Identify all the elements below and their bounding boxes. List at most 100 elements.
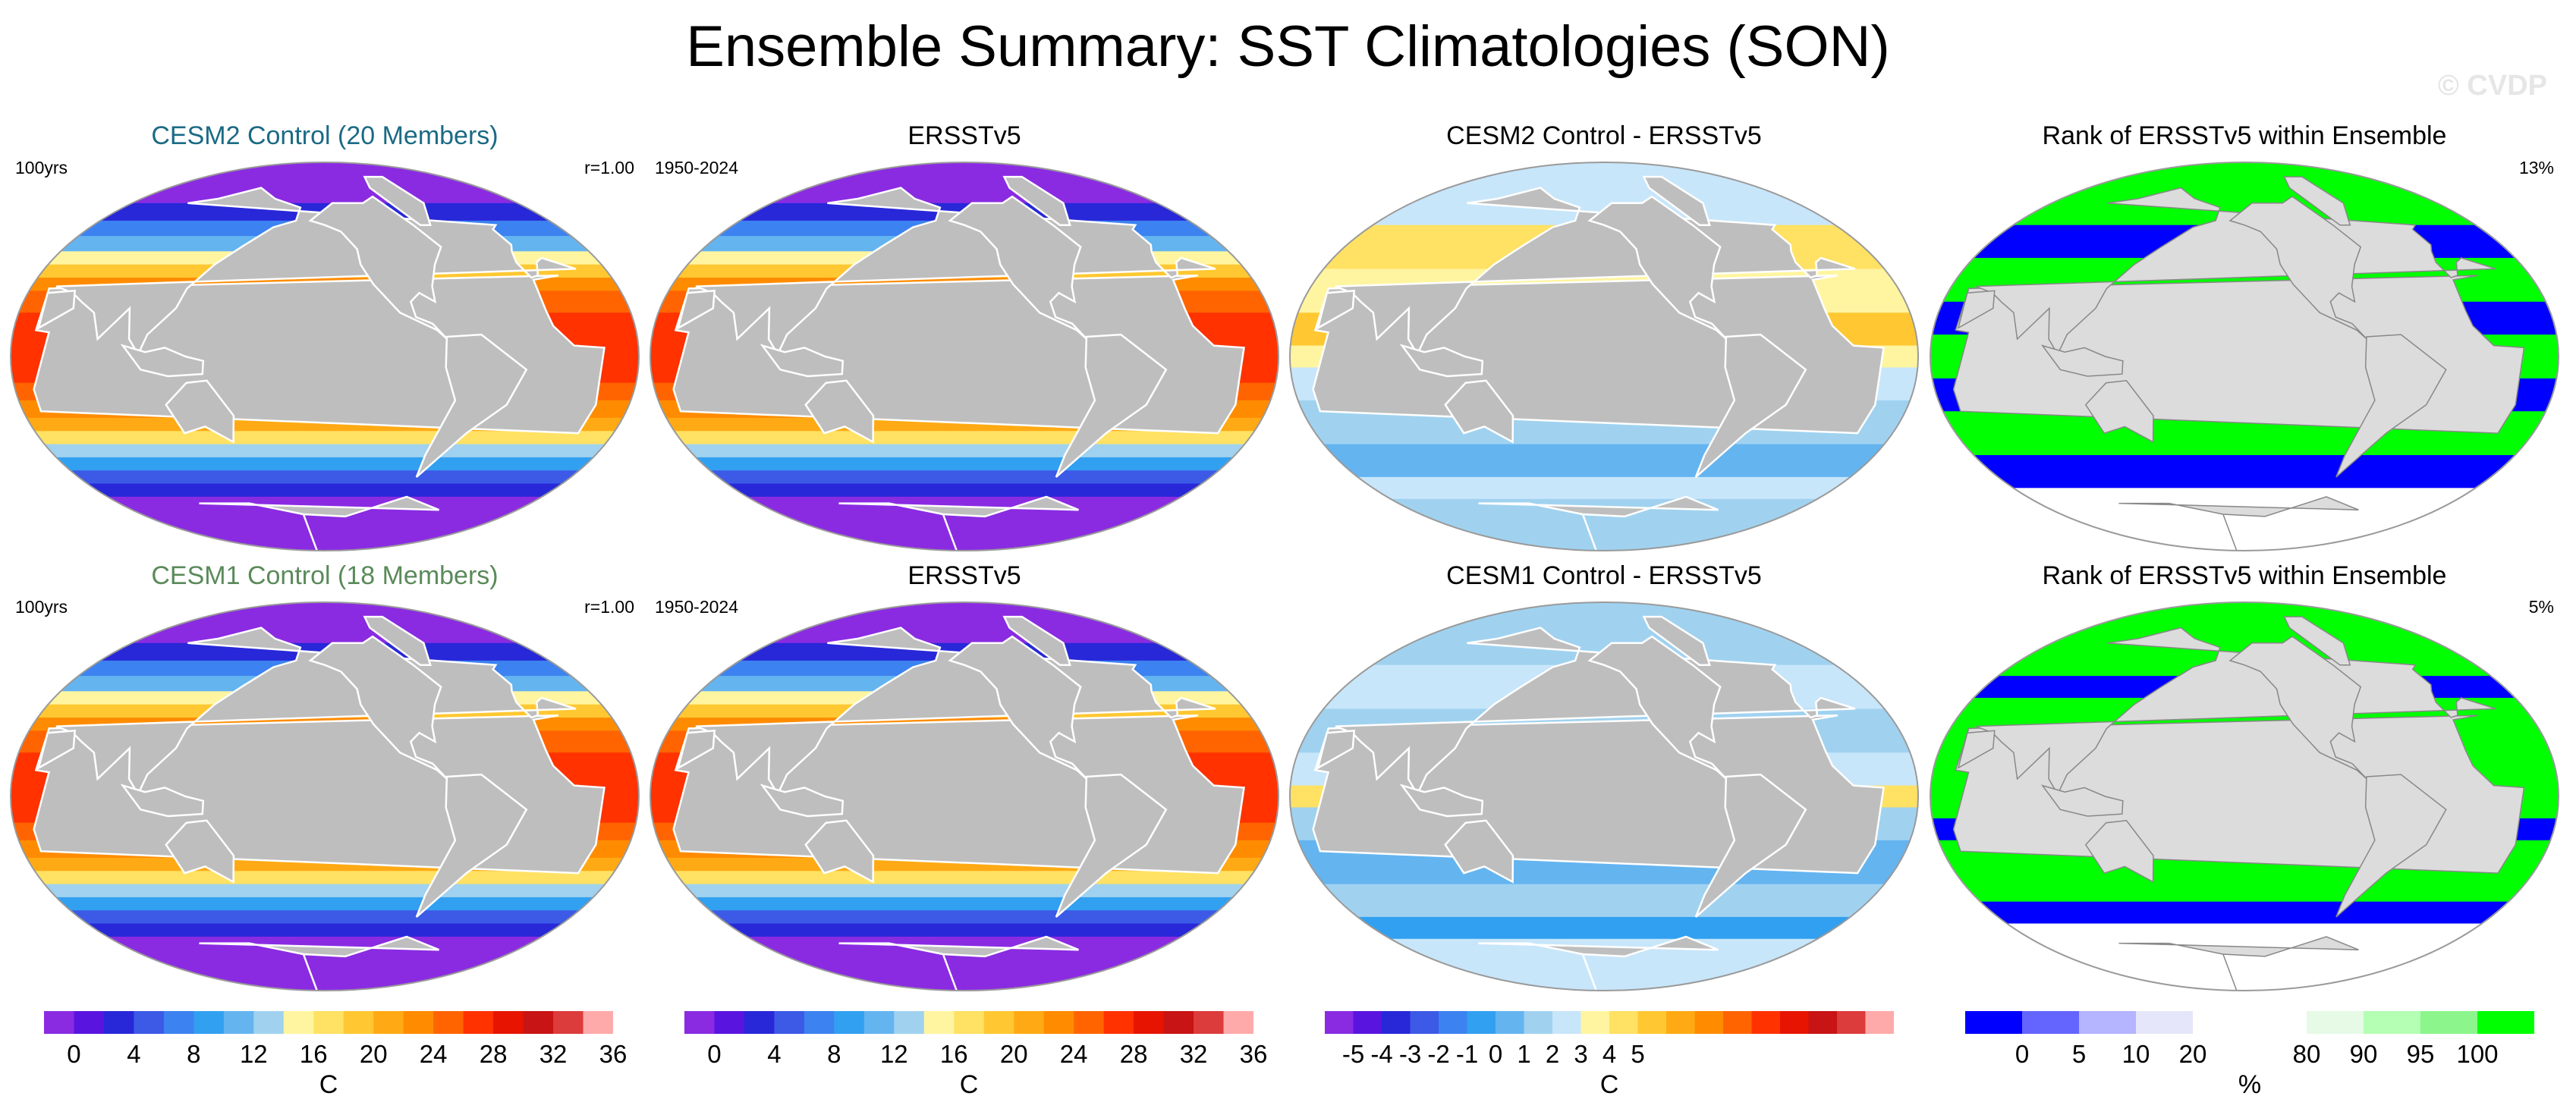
colorbar-swatch: [1467, 1011, 1496, 1034]
map-svg: [650, 162, 1279, 551]
map-outline: [10, 162, 640, 551]
colorbar-swatch: [223, 1011, 254, 1034]
colorbar-swatch: [2420, 1011, 2478, 1034]
panel-title: Rank of ERSSTv5 within Ensemble: [2042, 561, 2447, 590]
colorbar-swatch: [553, 1011, 584, 1034]
colorbar-unit: C: [959, 1070, 979, 1099]
colorbar-svg: [1965, 1011, 2535, 1034]
land-antarctica: [838, 935, 1079, 991]
colorbar-tick-label: 10: [2122, 1040, 2150, 1068]
colorbar-swatch: [2364, 1011, 2421, 1034]
colorbar-swatch: [1552, 1011, 1581, 1034]
land-n_america: [2228, 196, 2367, 340]
colorbar-tick-label: 12: [239, 1040, 268, 1068]
colorbar-tick-label: 32: [539, 1040, 568, 1068]
land-greenland: [1642, 615, 1711, 666]
colorbar-swatch: [1694, 1011, 1724, 1034]
page-title: Ensemble Summary: SST Climatologies (SON…: [686, 14, 1890, 79]
land-arabia: [1316, 729, 1356, 770]
colorbar-unit: C: [319, 1070, 338, 1099]
land-eurasia: [1975, 627, 2496, 796]
land-indonesia: [760, 784, 845, 818]
land-n_america: [1587, 635, 1728, 780]
land-greenland: [363, 615, 432, 666]
colorbar-svg: [44, 1011, 614, 1034]
colorbar-swatch: [2250, 1011, 2307, 1034]
map-svg: [1289, 162, 1919, 551]
colorbar-swatch: [1965, 1011, 2023, 1034]
panel-period-label: 100yrs: [15, 597, 68, 617]
field-band: [11, 910, 639, 925]
colorbar-swatch: [1074, 1011, 1105, 1034]
colorbar-tick-label: 20: [999, 1040, 1028, 1068]
colorbar-swatch: [714, 1011, 745, 1034]
land-eurasia: [55, 627, 577, 796]
panel-title: CESM1 Control (18 Members): [151, 561, 499, 590]
field-band: [11, 457, 639, 472]
colorbar-tick-label: 80: [2292, 1040, 2321, 1068]
map-panel-r2-c4: [1927, 599, 2562, 994]
map-panel-r1-c3: [1287, 159, 1921, 554]
colorbar-tick-label: 24: [1059, 1040, 1088, 1068]
field-band: [650, 483, 1279, 498]
map-outline: [10, 601, 640, 991]
field-band: [1290, 444, 1918, 478]
field-band: [11, 923, 639, 938]
colorbar-tick-label: -3: [1398, 1040, 1422, 1068]
colorbar-swatch: [1439, 1011, 1467, 1034]
land-eurasia: [1335, 627, 1856, 796]
land-greenland: [2283, 616, 2351, 666]
land-indonesia: [760, 344, 845, 378]
panel-title: Rank of ERSSTv5 within Ensemble: [2042, 121, 2447, 150]
land-eurasia: [695, 627, 1216, 796]
land-eurasia: [55, 187, 577, 356]
panel-period-label: 1950-2024: [655, 158, 738, 177]
colorbar-swatch: [774, 1011, 805, 1034]
panel-title: CESM2 Control - ERSSTv5: [1446, 121, 1762, 150]
colorbar-tick-label: -5: [1341, 1040, 1365, 1068]
colorbar-swatch: [1581, 1011, 1610, 1034]
colorbar-swatch: [1134, 1011, 1165, 1034]
colorbar-swatch: [313, 1011, 344, 1034]
colorbar-swatch: [283, 1011, 314, 1034]
colorbar-unit: %: [2238, 1070, 2262, 1099]
field-band: [11, 483, 639, 498]
colorbar-tick-label: 20: [2178, 1040, 2207, 1068]
colorbar-swatch: [193, 1011, 225, 1034]
colorbar-tick-label: 100: [2456, 1040, 2499, 1068]
map-svg: [650, 601, 1279, 991]
colorbar-tick-label: 12: [879, 1040, 908, 1068]
map-panel-r1-c1: [8, 159, 642, 554]
colorbar-tick-label: 36: [599, 1040, 627, 1068]
land-s_america: [1694, 773, 1807, 918]
map-outline: [1930, 162, 2559, 551]
colorbar-swatch: [923, 1011, 955, 1034]
colorbar-3: [1325, 1011, 1895, 1038]
field-band: [11, 884, 639, 898]
field-band: [650, 910, 1279, 925]
colorbar-swatch: [1524, 1011, 1553, 1034]
land-eurasia: [1335, 187, 1856, 356]
colorbar-swatch: [134, 1011, 165, 1034]
colorbar-swatch: [1723, 1011, 1752, 1034]
land-n_america: [308, 635, 448, 780]
colorbar-swatch: [744, 1011, 775, 1034]
colorbar-swatch: [834, 1011, 865, 1034]
colorbar-swatch: [433, 1011, 464, 1034]
field-band: [1290, 916, 1918, 940]
colorbar-swatch: [2022, 1011, 2080, 1034]
field-band: [650, 457, 1279, 472]
land-australia: [1444, 379, 1514, 444]
colorbar-swatch: [1194, 1011, 1225, 1034]
land-s_america: [1055, 773, 1168, 918]
colorbar-1: [44, 1011, 614, 1038]
colorbar-tick-label: 4: [767, 1040, 782, 1068]
colorbar-svg: [1325, 1011, 1895, 1034]
colorbar-unit: C: [1599, 1070, 1619, 1099]
panel-stat-label: r=1.00: [584, 597, 634, 617]
land-arabia: [36, 729, 77, 770]
map-outline: [1289, 162, 1919, 551]
colorbar-swatch: [463, 1011, 494, 1034]
panel-title: CESM1 Control - ERSSTv5: [1446, 561, 1762, 590]
colorbar-swatch: [343, 1011, 374, 1034]
